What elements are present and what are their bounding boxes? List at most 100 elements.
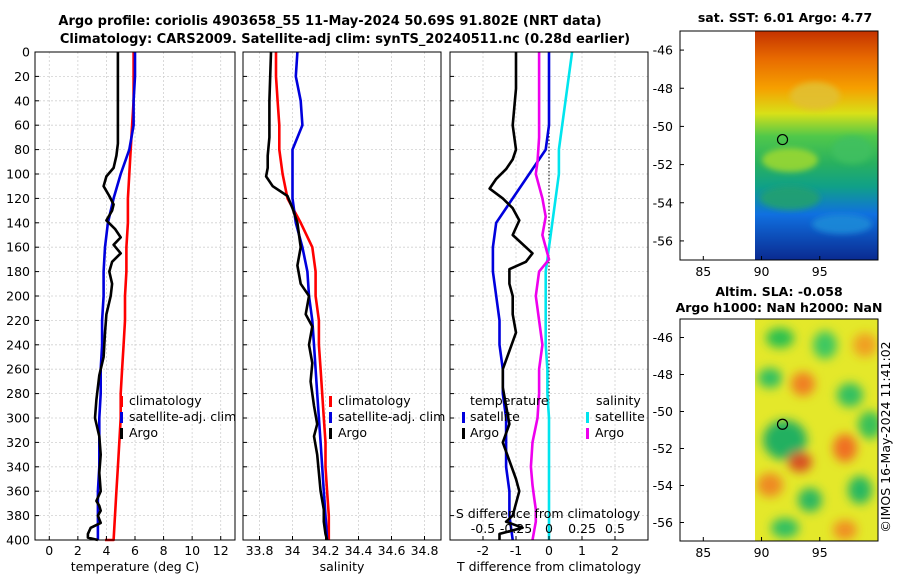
series-line-salinity-argo — [529, 52, 551, 541]
sla-low-blob — [758, 368, 782, 388]
y-tick-label: 0 — [22, 45, 30, 60]
sla-map-frame — [679, 318, 879, 542]
legend-argo-swatch — [120, 428, 123, 439]
sla-high-blob — [788, 452, 812, 472]
legend-sal-argo-label: Argo — [595, 425, 624, 440]
sst-green-patch — [832, 136, 872, 164]
temperature-legend: climatology satellite-adj. clim Argo — [120, 393, 236, 440]
salinity-legend: climatology satellite-adj. clim Argo — [329, 393, 445, 440]
secondary-x-tick-label: 0 — [545, 521, 553, 536]
series-line-salinity-satellite — [544, 51, 574, 540]
map-y-tick-label: -46 — [653, 43, 673, 58]
sla-map-field — [755, 319, 878, 541]
legend-argo-swatch — [329, 428, 332, 439]
sst-front-patch — [762, 148, 818, 172]
map-x-tick-label: 85 — [695, 545, 711, 560]
map-y-tick-label: -48 — [653, 81, 673, 96]
legend-climatology-swatch — [120, 396, 123, 407]
argo-position-marker — [776, 133, 789, 146]
secondary-x-tick-label: -0.5 — [471, 521, 495, 536]
difference-legend: temperature satellite Argo salinity sate… — [462, 393, 645, 440]
map-y-tick-label: -56 — [653, 233, 673, 248]
x-tick-label: 0 — [45, 543, 53, 558]
y-tick-label: 260 — [6, 362, 30, 377]
sla-map-title-line2: Argo h1000: NaN h2000: NaN — [676, 300, 883, 315]
y-tick-label: 360 — [6, 484, 30, 499]
sla-low-blob — [771, 518, 799, 538]
sla-high-blob — [833, 434, 857, 462]
x-tick-label: 33.8 — [246, 543, 274, 558]
y-tick-label: 400 — [6, 533, 30, 548]
sst-warm-patch — [790, 82, 840, 110]
sla-low-blob — [813, 331, 837, 359]
temperature-profile-panel: 0 2 4 6 8 10 120204060801001201401601802002202… — [6, 45, 236, 574]
map-x-tick-label: 95 — [812, 545, 828, 560]
legend-climatology-swatch — [329, 396, 332, 407]
y-tick-label: 380 — [6, 508, 30, 523]
legend-temp-satellite-swatch — [462, 412, 465, 423]
map-x-tick-label: 90 — [754, 545, 770, 560]
x-tick-label: -2 — [477, 543, 489, 558]
sst-map-ticks: 85 90 95 -46 -48 -50 -52 -54 -56 — [653, 43, 828, 279]
legend-climatology-label: climatology — [129, 393, 202, 408]
x-tick-label: 34.4 — [345, 543, 373, 558]
series-line-climatology — [274, 52, 331, 540]
x-tick-label: 2 — [611, 543, 619, 558]
x-tick-label: 8 — [160, 543, 168, 558]
series-line-temperature-satellite — [491, 52, 551, 541]
y-tick-label: 120 — [6, 191, 30, 206]
secondary-x-tick-label: -0.25 — [500, 521, 532, 536]
copyright-stamp: ©IMOS 16-May-2024 11:41:02 — [878, 341, 893, 532]
y-tick-label: 100 — [6, 167, 30, 182]
secondary-x-tick-label: 0.25 — [568, 521, 596, 536]
legend-sal-argo-swatch — [586, 428, 589, 439]
legend-satellite-swatch — [120, 412, 123, 423]
y-tick-label: 200 — [6, 289, 30, 304]
legend-argo-label: Argo — [129, 425, 158, 440]
secondary-x-tick-label: 0.5 — [605, 521, 625, 536]
legend-sal-satellite-label: satellite — [595, 409, 645, 424]
y-tick-label: 300 — [6, 411, 30, 426]
sla-low-blob — [763, 420, 807, 460]
map-y-tick-label: -56 — [653, 515, 673, 530]
figure-title-line1: Argo profile: coriolis 4903658_55 11-May… — [58, 14, 601, 29]
legend-satellite-label: satellite-adj. clim — [129, 409, 236, 424]
legend-argo-label: Argo — [338, 425, 367, 440]
sla-low-blob — [798, 488, 822, 512]
sst-cool-patch — [760, 186, 820, 210]
x-tick-label: -1 — [510, 543, 522, 558]
legend-temp-argo-swatch — [462, 428, 465, 439]
sla-low-blob — [848, 476, 872, 504]
sst-blue-patch — [812, 214, 872, 234]
y-tick-label: 180 — [6, 264, 30, 279]
map-y-tick-label: -52 — [653, 157, 673, 172]
x-tick-label: 1 — [578, 543, 586, 558]
legend-satellite-swatch — [329, 412, 332, 423]
legend-climatology-label: climatology — [338, 393, 411, 408]
series-line-temperature-argo — [488, 52, 534, 540]
x-tick-label: 34.6 — [378, 543, 406, 558]
sst-map-title: sat. SST: 6.01 Argo: 4.77 — [698, 10, 872, 25]
sst-map-frame — [679, 30, 879, 261]
y-tick-label: 340 — [6, 459, 30, 474]
x-tick-label: 4 — [102, 543, 110, 558]
map-y-tick-label: -46 — [653, 330, 673, 345]
sla-high-blob — [757, 473, 783, 497]
y-tick-label: 220 — [6, 313, 30, 328]
sst-map-field — [755, 31, 878, 260]
x-axis-label: T difference from climatology — [456, 559, 642, 574]
sla-low-blob — [858, 411, 878, 439]
map-y-tick-label: -52 — [653, 441, 673, 456]
argo-position-marker — [776, 418, 789, 430]
map-y-tick-label: -54 — [653, 478, 673, 493]
y-tick-label: 240 — [6, 337, 30, 352]
y-tick-label: 40 — [14, 93, 30, 108]
map-y-tick-label: -54 — [653, 195, 673, 210]
map-x-tick-label: 85 — [695, 264, 711, 279]
x-tick-label: 6 — [131, 543, 139, 558]
sla-anomaly-blobs — [757, 328, 878, 540]
salinity-profile-panel: 33.8 34 34.2 34.4 34.6 34.8 salinity — [242, 51, 442, 574]
y-tick-label: 140 — [6, 215, 30, 230]
legend-sal-satellite-swatch — [586, 412, 589, 423]
